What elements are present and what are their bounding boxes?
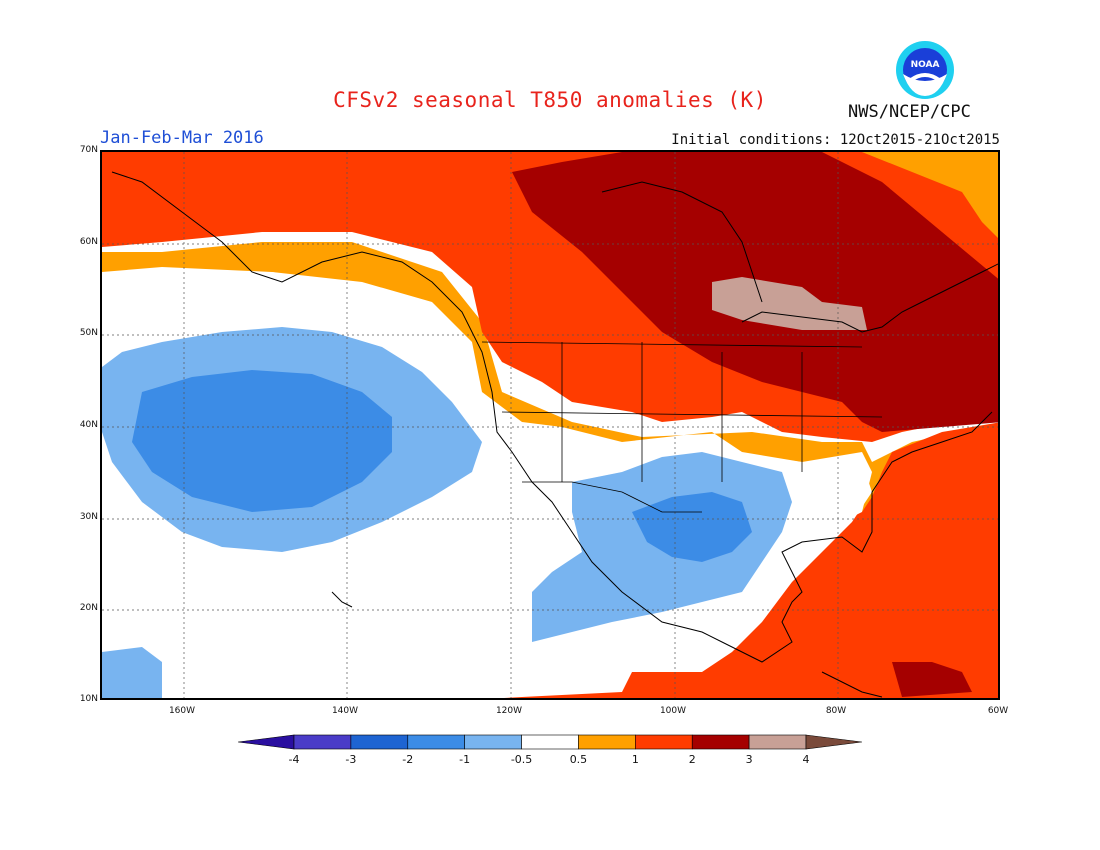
anomaly-region-darkred <box>512 152 998 697</box>
colorbar-label: -2 <box>402 753 414 766</box>
agency-label: NWS/NCEP/CPC <box>848 102 971 122</box>
colorbar-swatch <box>464 734 522 750</box>
lon-label-160w: 160W <box>168 706 196 716</box>
colorbar-swatch <box>748 734 807 750</box>
colorbar-label: -3 <box>345 753 357 766</box>
map-canvas <box>102 152 998 698</box>
colorbar-label: 2 <box>688 753 696 766</box>
lat-label-70n: 70N <box>79 145 98 155</box>
lat-label-30n: 30N <box>79 512 98 522</box>
colorbar-label: 3 <box>745 753 753 766</box>
lat-label-60n: 60N <box>79 237 98 247</box>
anomaly-map <box>100 150 1000 700</box>
colorbar-swatch-max <box>805 734 862 750</box>
lat-label-50n: 50N <box>79 328 98 338</box>
political-borders <box>481 341 883 513</box>
colorbar-label: 4 <box>802 753 810 766</box>
lon-label-140w: 140W <box>331 706 359 716</box>
coastlines <box>111 171 998 698</box>
colorbar-label: -1 <box>459 753 471 766</box>
forecast-period: Jan-Feb-Mar 2016 <box>100 128 264 148</box>
colorbar-label: 0.5 <box>569 753 588 766</box>
graticule <box>102 152 998 698</box>
colorbar-label: 1 <box>631 753 639 766</box>
initial-conditions: Initial conditions: 12Oct2015-21Oct2015 <box>671 132 1000 148</box>
colorbar-swatch-min <box>238 734 295 750</box>
lon-label-120w: 120W <box>495 706 523 716</box>
anomaly-region-lightblue-sw <box>102 647 162 698</box>
noaa-logo: NOAA <box>896 41 954 99</box>
colorbar-swatch <box>635 734 693 750</box>
colorbar-label: -4 <box>288 753 300 766</box>
anomaly-region-orange <box>102 152 998 698</box>
colorbar-swatch <box>521 734 579 750</box>
lat-label-20n: 20N <box>79 603 98 613</box>
anomaly-region-blue-gulf <box>632 492 752 562</box>
colorbar-swatch <box>350 734 409 750</box>
lat-label-10n: 10N <box>79 694 98 704</box>
colorbar-swatch <box>691 734 750 750</box>
lon-label-80w: 80W <box>825 706 847 716</box>
anomaly-region-blue-pacific <box>132 370 392 512</box>
logo-wordmark: NOAA <box>911 60 940 70</box>
colorbar-swatches <box>238 734 862 750</box>
colorbar-swatch <box>293 734 352 750</box>
lat-label-40n: 40N <box>79 420 98 430</box>
colorbar-label: -0.5 <box>510 753 533 766</box>
lon-label-100w: 100W <box>659 706 687 716</box>
colorbar-swatch <box>578 734 636 750</box>
colorbar <box>238 734 862 750</box>
chart-title: CFSv2 seasonal T850 anomalies (K) <box>333 88 767 112</box>
lon-label-60w: 60W <box>987 706 1009 716</box>
colorbar-swatch <box>407 734 465 750</box>
anomaly-region-tan <box>712 277 867 330</box>
